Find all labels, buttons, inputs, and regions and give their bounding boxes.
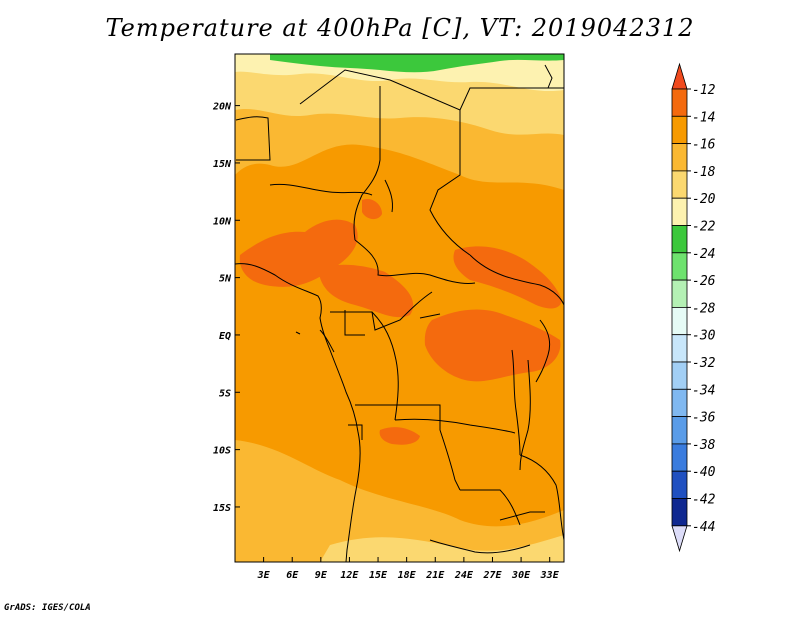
- temp-field-warm-lakes: [424, 309, 561, 382]
- map-panel: [235, 54, 564, 562]
- chart-title: Temperature at 400hPa [C], VT: 201904231…: [105, 14, 695, 42]
- colorbar-label: -18: [692, 165, 716, 180]
- colorbar-label: -24: [692, 247, 715, 262]
- colorbar-swatch: [671, 525, 688, 553]
- colorbar-swatch: [671, 115, 688, 145]
- x-axis: 3E 6E 9E 12E 15E 18E 21E 24E 27E 30E 33E: [257, 557, 560, 581]
- x-tick-label: 9E: [315, 570, 328, 581]
- colorbar: -12 -14 -16 -18 -20 -22 -24 -26 -28 -30 -32 -34 -36 -…: [671, 62, 716, 553]
- colorbar-swatch: [671, 334, 688, 363]
- y-tick-label: EQ: [219, 331, 231, 342]
- x-tick-label: 33E: [540, 570, 560, 581]
- y-tick-label: 20N: [212, 102, 232, 113]
- temp-field-south: [235, 440, 564, 562]
- colorbar-label: -16: [692, 138, 716, 153]
- colorbar-label: -36: [692, 411, 716, 426]
- y-tick-label: 10S: [213, 446, 231, 457]
- x-tick-label: 18E: [398, 570, 417, 581]
- x-tick-label: 3E: [257, 570, 271, 581]
- grads-credit: GrADS: IGES/COLA: [4, 603, 91, 613]
- colorbar-swatch: [671, 470, 688, 499]
- colorbar-swatch: [671, 498, 688, 527]
- y-tick-label: 15S: [213, 503, 231, 514]
- colorbar-swatch: [671, 361, 688, 390]
- temp-field-top-green: [270, 54, 564, 73]
- colorbar-label: -40: [692, 465, 716, 480]
- colorbar-swatch: [671, 252, 688, 281]
- x-tick-label: 6E: [286, 570, 299, 581]
- colorbar-swatch: [671, 197, 688, 226]
- colorbar-label: -38: [692, 438, 716, 453]
- colorbar-label: -30: [692, 329, 716, 344]
- x-tick-label: 21E: [425, 570, 445, 581]
- x-tick-label: 24E: [454, 570, 474, 581]
- colorbar-swatch: [671, 170, 688, 199]
- y-tick-label: 10N: [213, 216, 232, 227]
- y-tick-label: 5S: [219, 388, 231, 399]
- colorbar-swatch: [671, 443, 688, 472]
- colorbar-label: -22: [692, 220, 716, 235]
- colorbar-swatch: [671, 225, 688, 254]
- x-tick-label: 15E: [369, 570, 388, 581]
- colorbar-swatch: [671, 279, 688, 308]
- country-borders: [235, 64, 564, 562]
- y-tick-label: 5N: [219, 274, 232, 285]
- temp-field-warm-center: [318, 264, 414, 318]
- temp-field-warm-northwest: [362, 198, 382, 220]
- x-tick-label: 30E: [511, 570, 531, 581]
- colorbar-swatch: [671, 143, 688, 172]
- colorbar-label: -14: [692, 110, 715, 125]
- x-tick-label: 12E: [340, 570, 359, 581]
- colorbar-label: -12: [692, 83, 716, 98]
- colorbar-label: -42: [692, 493, 716, 508]
- colorbar-swatch: [671, 88, 688, 117]
- colorbar-swatch: [671, 388, 688, 417]
- plot-frame: [234, 53, 565, 563]
- x-tick-label: 27E: [482, 570, 502, 581]
- colorbar-swatch: [671, 62, 688, 90]
- temp-field-warm-south: [379, 427, 420, 445]
- colorbar-swatch: [671, 416, 688, 445]
- colorbar-label: -44: [692, 520, 715, 535]
- colorbar-swatch: [671, 306, 688, 336]
- colorbar-label: -32: [692, 356, 716, 371]
- y-tick-label: 15N: [213, 159, 232, 170]
- colorbar-label: -34: [692, 383, 715, 398]
- colorbar-label: -28: [692, 301, 716, 316]
- colorbar-label: -20: [692, 192, 716, 207]
- colorbar-label: -26: [692, 274, 716, 289]
- temp-field-south-pale: [320, 535, 564, 562]
- y-axis: 20N 15N 10N 5N EQ 5S 10S 15S: [212, 102, 240, 514]
